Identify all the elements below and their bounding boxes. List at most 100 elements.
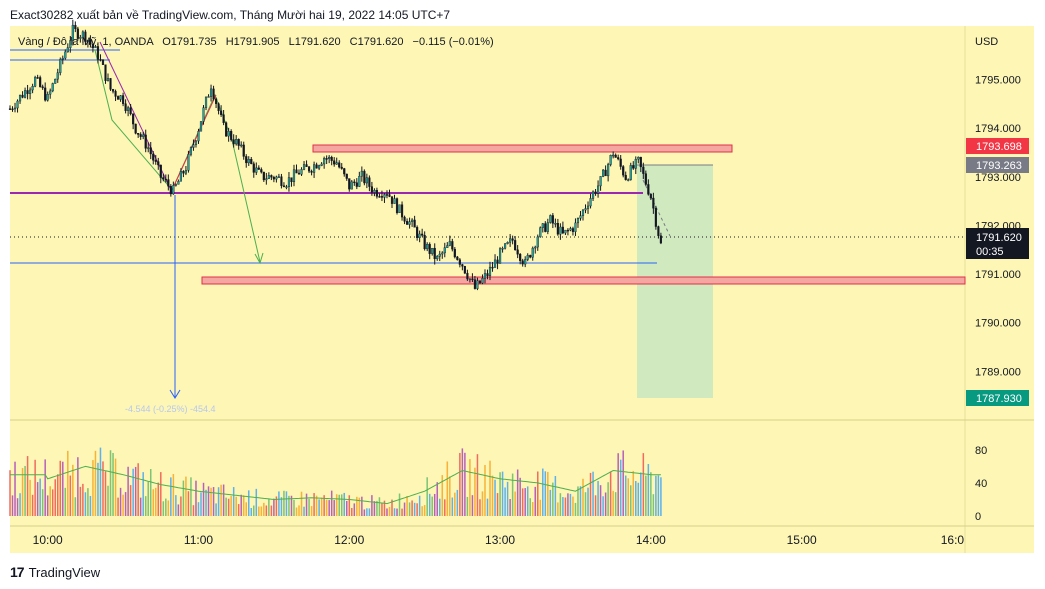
- volume-bar: [343, 492, 346, 516]
- candle-body: [84, 31, 87, 42]
- chart-background: [10, 26, 1034, 553]
- volume-bar: [134, 466, 137, 516]
- volume-bar: [539, 499, 542, 516]
- candle-body: [106, 78, 110, 81]
- candle-body: [11, 108, 14, 111]
- volume-bar: [285, 491, 288, 516]
- volume-bar: [305, 493, 308, 516]
- volume-bar: [162, 501, 165, 516]
- volume-bar: [308, 498, 310, 516]
- volume-bar: [77, 457, 79, 516]
- candle-body: [220, 110, 223, 115]
- candle-body: [561, 226, 564, 234]
- volume-bar: [212, 487, 215, 516]
- candle-body: [461, 264, 464, 267]
- candle-body: [16, 100, 19, 109]
- candle-body: [395, 198, 399, 214]
- candle-body: [323, 158, 326, 165]
- volume-bar: [657, 475, 660, 516]
- volume-bar: [356, 496, 358, 516]
- candle-body: [639, 156, 642, 168]
- volume-bar: [235, 496, 237, 516]
- candle-body: [109, 78, 112, 90]
- volume-bar: [537, 471, 539, 516]
- volume-bar: [187, 491, 190, 516]
- volume-bar: [398, 493, 401, 516]
- candle-body: [157, 161, 160, 166]
- volume-bar: [127, 466, 129, 516]
- candle-body: [310, 170, 313, 173]
- candle-body: [416, 227, 419, 238]
- volume-bar: [62, 461, 64, 516]
- price-tick-label: 1794.000: [975, 123, 1021, 135]
- candle-body: [659, 235, 662, 244]
- volume-bar: [406, 495, 408, 516]
- time-axis[interactable]: 10:00 11:00 12:00 13:00 14:00 15:00 16:0: [33, 533, 965, 547]
- volume-bar: [79, 486, 82, 516]
- candle-body: [56, 72, 59, 80]
- candle-body: [13, 107, 17, 110]
- volume-bar: [255, 488, 258, 516]
- last-price-label: 1791.620: [976, 232, 1022, 244]
- countdown-label: 00:35: [976, 246, 1004, 258]
- candle-body: [270, 175, 273, 178]
- candle-body: [571, 228, 575, 232]
- volume-bar: [531, 502, 534, 516]
- candle-body: [408, 221, 411, 225]
- candle-body: [49, 90, 52, 95]
- volume-bar: [624, 475, 627, 516]
- volume-bar: [444, 499, 446, 516]
- candle-body: [632, 165, 635, 169]
- price-axis[interactable]: 1795.0001794.0001793.0001792.0001791.000…: [975, 75, 1021, 379]
- candle-body: [177, 181, 180, 185]
- volume-bar: [371, 495, 373, 516]
- volume-bar: [423, 505, 426, 516]
- candle-body: [164, 178, 167, 181]
- volume-bar: [202, 482, 205, 516]
- volume-bar: [501, 471, 504, 516]
- candle-body: [192, 144, 195, 148]
- volume-bar: [469, 459, 471, 516]
- candle-body: [559, 226, 562, 235]
- volume-bar: [386, 508, 388, 516]
- volume-bar: [491, 475, 494, 516]
- volume-bar: [514, 491, 516, 516]
- candle-body: [534, 246, 537, 249]
- volume-bar: [617, 453, 619, 516]
- volume-bar: [92, 460, 94, 516]
- candle-body: [61, 57, 64, 60]
- candle-body: [147, 147, 150, 149]
- volume-bar: [26, 456, 29, 516]
- volume-bar: [197, 502, 200, 516]
- volume-bar: [346, 500, 348, 516]
- volume-bar: [368, 508, 371, 516]
- candle-body: [368, 177, 371, 187]
- legend-symbol: Vàng / Đô la Mỹ, 1, OANDA: [18, 36, 154, 48]
- candle-body: [569, 228, 572, 231]
- candle-body: [89, 40, 92, 45]
- volume-bar: [11, 495, 14, 516]
- volume-bar: [220, 484, 222, 516]
- candle-body: [237, 139, 240, 146]
- tradingview-logo[interactable]: 17 TradingView: [10, 564, 100, 580]
- volume-bar: [436, 482, 438, 516]
- volume-bar: [582, 478, 584, 516]
- volume-bar: [645, 475, 647, 516]
- candle-body: [101, 59, 105, 65]
- candle-body: [124, 103, 127, 111]
- candle-body: [204, 96, 208, 108]
- volume-bar: [283, 490, 285, 516]
- candle-body: [71, 24, 74, 41]
- candle-body: [207, 96, 210, 98]
- candle-body: [584, 208, 587, 211]
- candle-body: [421, 233, 424, 236]
- volume-bar: [413, 502, 416, 516]
- volume-bar: [175, 495, 177, 516]
- volume-bar: [323, 495, 325, 516]
- time-tick-label: 16:0: [941, 533, 965, 547]
- volume-bar: [511, 473, 514, 516]
- volume-bar: [230, 495, 232, 516]
- volume-bar: [388, 506, 391, 516]
- time-tick-label: 13:00: [485, 533, 515, 547]
